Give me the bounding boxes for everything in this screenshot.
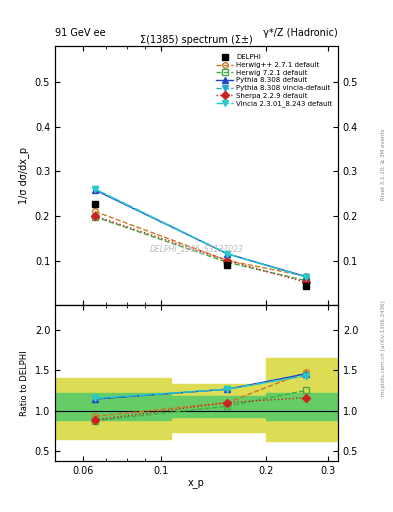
Vincia 2.3.01_8.243 default — [304, 274, 309, 280]
DELPHI — [93, 201, 97, 207]
Text: γ*/Z (Hadronic): γ*/Z (Hadronic) — [263, 28, 338, 38]
Pythia 8.308 default — [93, 187, 97, 193]
Sherpa 2.2.9 default — [304, 280, 309, 286]
Line: DELPHI: DELPHI — [92, 201, 310, 289]
Herwig 7.2.1 default — [225, 259, 230, 265]
Pythia 8.308 vincia-default — [225, 251, 230, 257]
DELPHI — [225, 262, 230, 268]
Vincia 2.3.01_8.243 default — [225, 251, 230, 257]
Line: Herwig 7.2.1 default: Herwig 7.2.1 default — [92, 214, 309, 284]
Text: DELPHI_1995_S3137023: DELPHI_1995_S3137023 — [150, 244, 243, 253]
Pythia 8.308 vincia-default — [304, 274, 309, 280]
Pythia 8.308 vincia-default — [93, 186, 97, 192]
Herwig++ 2.7.1 default — [93, 208, 97, 215]
Herwig 7.2.1 default — [304, 278, 309, 284]
Pythia 8.308 default — [225, 251, 230, 257]
Line: Pythia 8.308 default: Pythia 8.308 default — [92, 187, 309, 280]
Text: mcplots.cern.ch [arXiv:1306.3436]: mcplots.cern.ch [arXiv:1306.3436] — [381, 301, 386, 396]
Bar — [171, 384, 266, 433]
Sherpa 2.2.9 default — [93, 213, 97, 219]
Herwig++ 2.7.1 default — [304, 273, 309, 280]
Line: Sherpa 2.2.9 default: Sherpa 2.2.9 default — [92, 213, 309, 285]
Vincia 2.3.01_8.243 default — [93, 186, 97, 192]
Title: Σ(1385) spectrum (Σ±): Σ(1385) spectrum (Σ±) — [140, 35, 253, 45]
Line: Pythia 8.308 vincia-default: Pythia 8.308 vincia-default — [92, 186, 309, 280]
Bar — [266, 358, 338, 440]
Text: 91 GeV ee: 91 GeV ee — [55, 28, 106, 38]
Text: Rivet 3.1.10, ≥ 3M events: Rivet 3.1.10, ≥ 3M events — [381, 128, 386, 200]
X-axis label: x_p: x_p — [188, 478, 205, 488]
Line: Vincia 2.3.01_8.243 default: Vincia 2.3.01_8.243 default — [92, 186, 309, 280]
Bar — [55, 393, 171, 420]
Sherpa 2.2.9 default — [225, 258, 230, 264]
Legend: DELPHI, Herwig++ 2.7.1 default, Herwig 7.2.1 default, Pythia 8.308 default, Pyth: DELPHI, Herwig++ 2.7.1 default, Herwig 7… — [214, 52, 334, 110]
Herwig 7.2.1 default — [93, 214, 97, 220]
Bar — [55, 378, 171, 439]
Y-axis label: Ratio to DELPHI: Ratio to DELPHI — [20, 350, 29, 416]
Y-axis label: 1/σ dσ/dx_p: 1/σ dσ/dx_p — [18, 147, 29, 204]
Bar — [266, 393, 338, 420]
Bar — [171, 396, 266, 417]
DELPHI — [304, 283, 309, 289]
Herwig++ 2.7.1 default — [225, 258, 230, 264]
Line: Herwig++ 2.7.1 default: Herwig++ 2.7.1 default — [92, 209, 309, 279]
Pythia 8.308 default — [304, 273, 309, 280]
